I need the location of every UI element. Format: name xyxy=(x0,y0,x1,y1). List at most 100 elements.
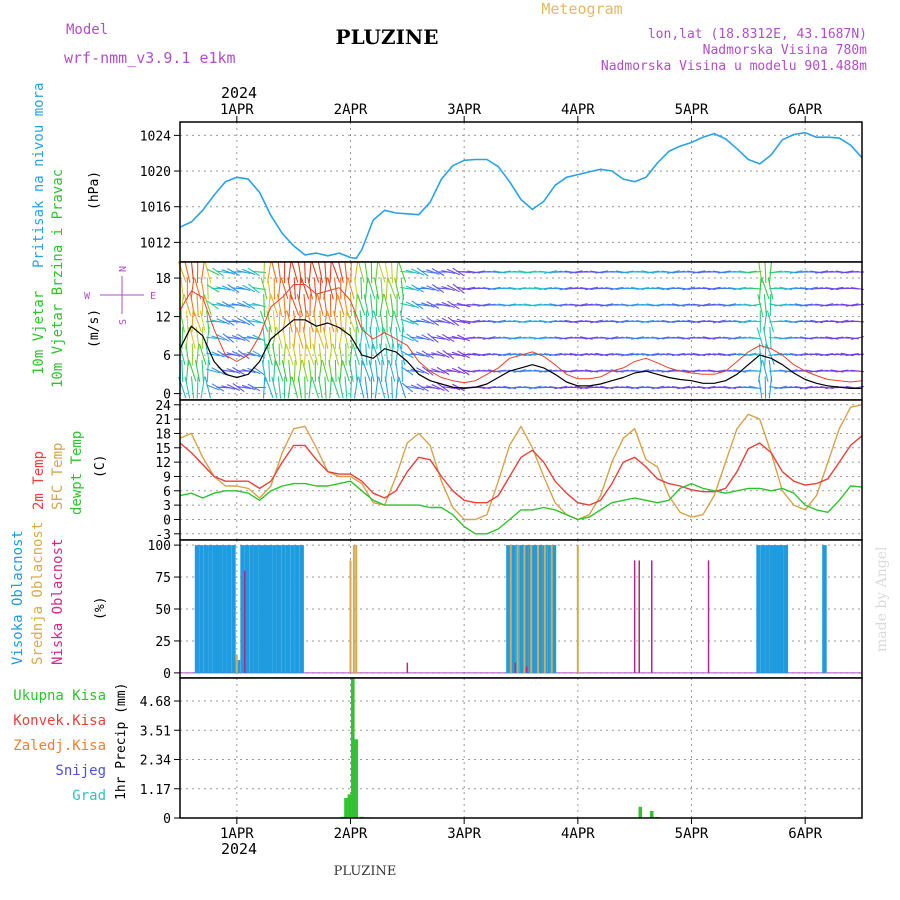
wind-arrow xyxy=(273,359,276,383)
bottom-time-label: 3APR xyxy=(447,826,481,842)
wind-arrow xyxy=(380,277,384,300)
wind-arrow xyxy=(399,310,405,333)
wind-arrow xyxy=(206,277,209,300)
wind-arrow xyxy=(415,319,430,324)
wind-title: 10m Vjetar Brzina i Pravac xyxy=(50,169,66,388)
panel-2-ytick-label-8: 21 xyxy=(155,413,171,428)
wind-arrow xyxy=(271,261,278,283)
wind-arrow xyxy=(436,303,451,307)
panel-2-ytick-label-4: 9 xyxy=(163,470,171,485)
wind-arrow xyxy=(400,286,415,291)
wind-arrow xyxy=(286,310,293,333)
wind-arrow xyxy=(231,319,246,324)
wind-arrow xyxy=(252,366,266,376)
wind-arrow xyxy=(436,287,451,290)
high-cloud-bar xyxy=(263,545,268,673)
wind-arrow xyxy=(359,327,364,349)
altitude-label: Nadmorska Visina 780m xyxy=(703,43,868,58)
wind-arrow xyxy=(682,286,696,291)
wind-arrow xyxy=(226,368,241,374)
wind-arrow xyxy=(337,294,345,316)
wind-arrow xyxy=(835,319,849,324)
wind-arrow xyxy=(411,268,425,276)
low-cloud-bar xyxy=(638,560,640,673)
wind-arrow xyxy=(382,327,391,349)
wind-arrow xyxy=(242,284,256,293)
wind-arrow xyxy=(348,360,354,382)
panel-1-ytick-label-1: 6 xyxy=(163,349,171,364)
sfc-title: SFC Temp xyxy=(50,443,66,510)
high-cloud-bar xyxy=(533,545,538,673)
wind-arrow xyxy=(420,270,435,274)
wind-arrow xyxy=(410,368,425,374)
high-cloud-bar xyxy=(783,545,789,673)
wind-arrow xyxy=(451,319,466,324)
wind-arrow xyxy=(374,376,379,399)
wind-speed-line xyxy=(179,319,862,389)
pressure-title: Pritisak na nivou mora xyxy=(31,83,47,268)
wind-arrow xyxy=(206,384,220,391)
wind-arrow xyxy=(446,352,461,357)
wind-arrow xyxy=(363,294,370,316)
precip-bar xyxy=(354,739,358,819)
compass-west: W xyxy=(84,291,91,302)
wind-arrow xyxy=(283,343,287,366)
wind-arrow xyxy=(194,360,201,382)
wind-arrow xyxy=(300,277,310,300)
panel-4-bg xyxy=(180,678,862,818)
wind-arrow xyxy=(347,277,355,300)
wind-arrow xyxy=(184,376,191,399)
wind-arrow xyxy=(405,301,420,309)
panel-0-bg xyxy=(180,122,862,262)
bottom-year-label: 2024 xyxy=(221,840,257,858)
high-cloud-bar xyxy=(519,545,525,673)
wind-arrow xyxy=(395,326,399,350)
wind-arrow xyxy=(390,260,394,284)
wind-arrow xyxy=(427,333,439,343)
wind-arrow xyxy=(544,270,558,274)
wind-arrow xyxy=(738,319,752,324)
wind-arrow xyxy=(758,376,763,399)
meteogram-label: Meteogram xyxy=(541,0,622,18)
wind-arrow xyxy=(743,352,757,357)
wind-arrow xyxy=(308,376,312,399)
high-cloud-bar xyxy=(774,545,779,673)
high-cloud-bar xyxy=(199,545,204,673)
mid-cloud-bar xyxy=(543,545,546,673)
wind-arrow xyxy=(401,326,404,350)
bottom-time-label: 2APR xyxy=(334,826,368,842)
wind-arrow xyxy=(313,326,317,350)
compass-north: N xyxy=(118,266,129,272)
wind-arrow xyxy=(334,326,337,350)
wind-arrow xyxy=(298,343,302,366)
wind-arrow xyxy=(272,310,276,333)
wind-arrow xyxy=(368,360,375,382)
wind-arrow xyxy=(311,376,320,399)
panel-2-bg xyxy=(180,400,862,540)
wind-arrow xyxy=(388,360,396,382)
panel-3-ytick-label-0: 0 xyxy=(163,667,171,682)
wind-arrow xyxy=(216,270,231,274)
wind-arrow xyxy=(467,319,481,324)
wind-arrow xyxy=(231,287,246,290)
wind-arrow xyxy=(757,294,764,316)
wind-arrow xyxy=(370,343,373,366)
wind-arrow xyxy=(190,277,195,300)
wind-arrow xyxy=(231,350,246,359)
wind-arrow xyxy=(186,310,189,333)
wind-arrow xyxy=(319,277,322,300)
wind-arrow xyxy=(221,385,236,390)
wind-arrow xyxy=(820,303,834,307)
wind-arrow xyxy=(313,277,317,300)
panel-3-ytick-label-4: 100 xyxy=(148,539,171,554)
wind-arrow xyxy=(270,294,279,316)
wind-arrow xyxy=(334,294,338,316)
panel-4-ytick-label-0: 0 xyxy=(163,812,171,827)
wind-arrow xyxy=(394,277,401,300)
wind-arrow xyxy=(508,336,522,340)
compass-south: S xyxy=(118,319,129,325)
top-time-label: 5APR xyxy=(675,102,709,118)
precip-bar xyxy=(649,811,654,818)
wind-arrow xyxy=(319,310,322,333)
top-time-label: 6APR xyxy=(788,102,822,118)
